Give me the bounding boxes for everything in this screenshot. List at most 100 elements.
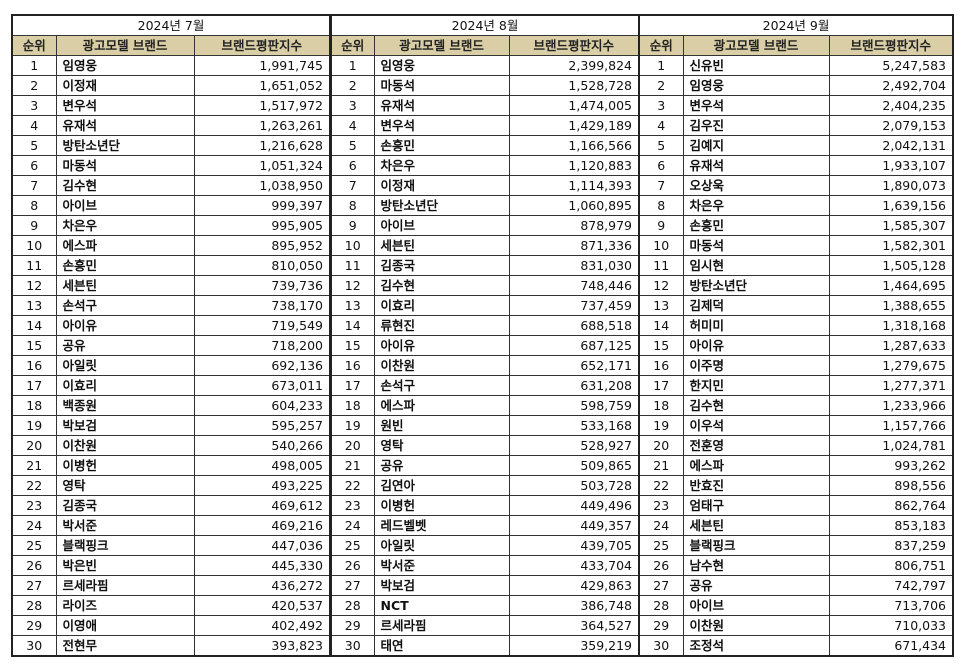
brand-name-cell: 임영웅 [373,55,510,76]
table-row: 14 아이유 719,549 [11,315,331,336]
table-row: 12 세븐틴 739,736 [11,275,331,296]
reputation-score-cell: 1,890,073 [828,175,954,196]
reputation-score-cell: 402,492 [193,615,331,636]
rank-cell: 30 [11,635,57,657]
table-row: 1 임영웅 2,399,824 [330,55,640,76]
rank-cell: 6 [330,155,375,176]
rank-cell: 21 [330,455,375,476]
table-row: 9 차은우 995,905 [11,215,331,236]
table-row: 28 NCT 386,748 [330,595,640,616]
reputation-score-cell: 2,079,153 [828,115,954,136]
rank-cell: 28 [330,595,375,616]
brand-name-cell: 공유 [55,335,195,356]
brand-name-cell: 이우석 [682,415,830,436]
table-row: 15 아이유 687,125 [330,335,640,356]
table-row: 27 공유 742,797 [638,575,954,596]
score-header: 브랜드평판지수 [508,35,640,56]
rank-cell: 20 [330,435,375,456]
reputation-score-cell: 1,474,005 [508,95,640,116]
table-row: 23 김종국 469,612 [11,495,331,516]
rank-cell: 14 [11,315,57,336]
brand-name-cell: 차은우 [682,195,830,216]
table-row: 25 블랙핑크 837,259 [638,535,954,556]
reputation-score-cell: 713,706 [828,595,954,616]
reputation-score-cell: 710,033 [828,615,954,636]
brand-name-cell: 박서준 [55,515,195,536]
rank-cell: 3 [330,95,375,116]
reputation-score-cell: 719,549 [193,315,331,336]
table-row: 5 방탄소년단 1,216,628 [11,135,331,156]
brand-name-cell: 박보검 [55,415,195,436]
rank-cell: 2 [638,75,684,96]
brand-name-cell: 방탄소년단 [373,195,510,216]
reputation-score-cell: 2,399,824 [508,55,640,76]
brand-name-cell: 이정재 [373,175,510,196]
september-ranking-table: 2024년 9월 순위 광고모델 브랜드 브랜드평판지수 1 신유빈 5,247,5… [638,14,955,657]
score-header: 브랜드평판지수 [193,35,331,56]
rank-cell: 13 [638,295,684,316]
brand-name-cell: 세븐틴 [373,235,510,256]
rank-cell: 13 [330,295,375,316]
reputation-score-cell: 598,759 [508,395,640,416]
table-row: 13 김제덕 1,388,655 [638,295,954,316]
rank-cell: 23 [11,495,57,516]
table-row: 14 류현진 688,518 [330,315,640,336]
rank-cell: 18 [11,395,57,416]
name-header: 광고모델 브랜드 [682,35,830,56]
table-row: 22 반효진 898,556 [638,475,954,496]
rank-cell: 23 [330,495,375,516]
rank-cell: 24 [638,515,684,536]
rank-cell: 2 [330,75,375,96]
rank-cell: 12 [638,275,684,296]
rank-cell: 1 [638,55,684,76]
table-row: 21 공유 509,865 [330,455,640,476]
reputation-score-cell: 429,863 [508,575,640,596]
rank-cell: 2 [11,75,57,96]
reputation-score-cell: 2,042,131 [828,135,954,156]
rank-cell: 19 [11,415,57,436]
table-row: 1 임영웅 1,991,745 [11,55,331,76]
reputation-score-cell: 853,183 [828,515,954,536]
table-row: 11 김종국 831,030 [330,255,640,276]
brand-name-cell: 마동석 [373,75,510,96]
table-row: 19 이우석 1,157,766 [638,415,954,436]
reputation-score-cell: 871,336 [508,235,640,256]
brand-name-cell: 라이즈 [55,595,195,616]
brand-name-cell: 방탄소년단 [55,135,195,156]
rank-header: 순위 [638,35,684,56]
brand-name-cell: 손흥민 [55,255,195,276]
table-row: 10 에스파 895,952 [11,235,331,256]
reputation-score-cell: 1,464,695 [828,275,954,296]
rank-cell: 26 [11,555,57,576]
brand-name-cell: 에스파 [55,235,195,256]
rank-cell: 8 [11,195,57,216]
brand-name-cell: 이찬원 [682,615,830,636]
brand-name-cell: 김예지 [682,135,830,156]
table-row: 26 박은빈 445,330 [11,555,331,576]
reputation-score-cell: 692,136 [193,355,331,376]
table-row: 29 이찬원 710,033 [638,615,954,636]
brand-name-cell: 블랙핑크 [55,535,195,556]
rank-cell: 11 [330,255,375,276]
reputation-score-cell: 718,200 [193,335,331,356]
brand-name-cell: 류현진 [373,315,510,336]
brand-name-cell: 이효리 [373,295,510,316]
rank-cell: 12 [330,275,375,296]
rank-cell: 28 [638,595,684,616]
brand-name-cell: 임시현 [682,255,830,276]
rank-cell: 1 [330,55,375,76]
brand-name-cell: 김연아 [373,475,510,496]
rank-cell: 17 [11,375,57,396]
rank-cell: 19 [330,415,375,436]
brand-name-cell: 반효진 [682,475,830,496]
brand-name-cell: 이찬원 [55,435,195,456]
brand-name-cell: 손흥민 [682,215,830,236]
table-row: 7 오상욱 1,890,073 [638,175,954,196]
rank-cell: 16 [638,355,684,376]
table-row: 29 이영애 402,492 [11,615,331,636]
brand-name-cell: 영탁 [55,475,195,496]
rank-header: 순위 [330,35,375,56]
rank-cell: 8 [638,195,684,216]
table-row: 4 김우진 2,079,153 [638,115,954,136]
table-row: 21 에스파 993,262 [638,455,954,476]
